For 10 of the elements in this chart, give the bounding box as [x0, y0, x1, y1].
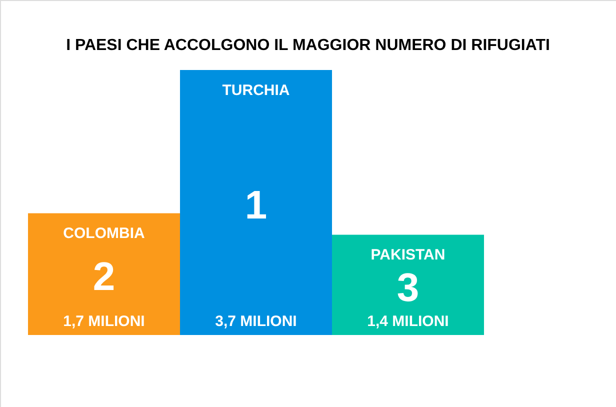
x-tick-label: PAKISTAN [370, 246, 446, 264]
data-label: 1,4 MILIONI [367, 313, 449, 330]
chart-title: I PAESI CHE ACCOLGONO IL MAGGIOR NUMERO DI RIFUGIATI [66, 37, 550, 54]
data-label: 1,7 MILIONI [63, 313, 145, 330]
x-tick-label: TURCHIA [222, 82, 290, 99]
annotation: 2 [92, 255, 116, 300]
x-tick-label: COLOMBIA [63, 225, 145, 242]
data-label: 3,7 MILIONI [215, 313, 297, 330]
annotation: 1 [244, 184, 268, 228]
annotation: 3 [396, 266, 420, 310]
